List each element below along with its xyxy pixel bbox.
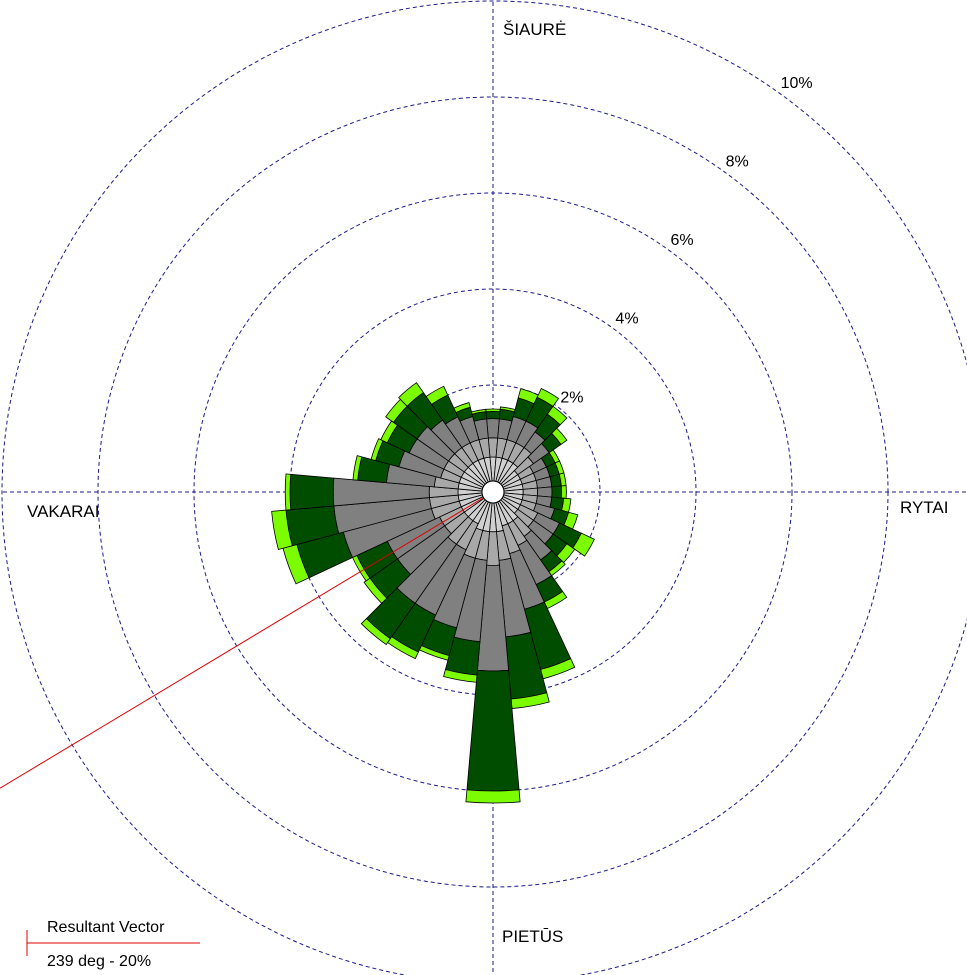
direction-label-west: VAKARAI [27,502,99,521]
direction-label-south: PIETŪS [502,927,563,946]
ring-label-2: 2% [560,389,583,406]
petal-40deg-bin-5 [546,405,568,426]
petal-0deg-bin-5 [485,408,501,413]
petal-230deg-bin-5 [363,577,388,604]
ring-label-8: 8% [726,153,749,170]
legend-value: 239 deg - 20% [47,953,151,970]
petal-120deg-bin-5 [572,532,595,557]
ring-label-10: 10% [781,75,813,92]
petal-0deg-bin-4 [485,411,501,420]
legend-title: Resultant Vector [47,919,165,936]
petal-50deg-bin-5 [551,427,568,445]
petal-90deg-bin-5 [560,485,567,499]
petal-280deg-bin-5 [352,455,363,481]
petal-320deg-bin-5 [398,382,424,407]
ring-label-6: 6% [670,232,693,249]
resultant-vector-legend: Resultant Vector 239 deg - 20% [26,919,200,970]
petal-270deg-bin-4 [289,473,335,511]
petal-190deg-bin-5 [443,669,478,683]
ring-label-4: 4% [615,311,638,328]
resultant-vector [0,491,494,789]
petal-340deg-bin-5 [453,402,471,413]
petal-290deg-bin-5 [370,438,384,462]
ring-labels: 2% 4% 6% 8% 10% [560,75,812,407]
petal-260deg-bin-5 [271,509,293,550]
petal-270deg-bin-5 [284,473,292,511]
direction-label-east: RYTAI [900,498,949,517]
petal-330deg-bin-5 [425,385,449,405]
petal-180deg-bin-5 [465,789,521,804]
resultant-vector-line [0,491,494,789]
petal-220deg-bin-5 [360,618,391,646]
petal-90deg-bin-4 [551,485,562,499]
petal-90deg-bin-3 [536,486,553,498]
direction-label-north: ŠIAURĖ [503,20,566,39]
center-calm-circle [481,480,505,504]
petal-0deg-bin-3 [486,418,500,439]
wind-rose-petals [271,382,595,804]
petal-30deg-bin-5 [536,387,560,407]
petal-350deg-bin-5 [471,408,487,415]
